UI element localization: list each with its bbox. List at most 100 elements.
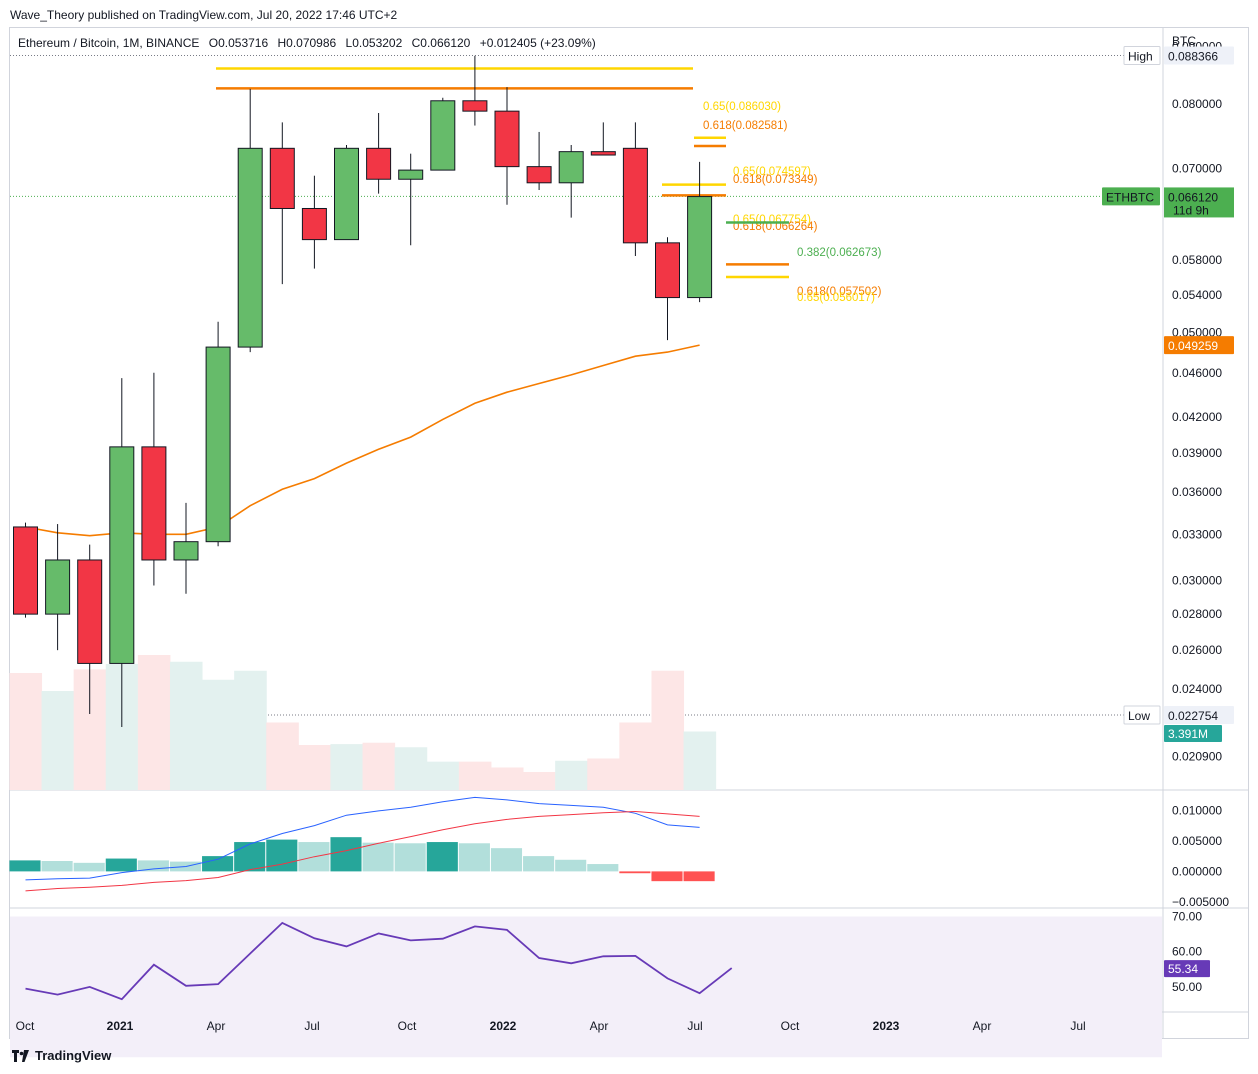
candle[interactable] bbox=[526, 131, 552, 191]
currency-label: BTC bbox=[1172, 34, 1196, 48]
time-tick-label: Jul bbox=[1070, 1019, 1085, 1033]
price-tick-label: 0.030000 bbox=[1172, 574, 1222, 588]
candle[interactable] bbox=[334, 144, 359, 241]
price-tick-label: 0.054000 bbox=[1172, 288, 1222, 302]
candle-body bbox=[13, 526, 38, 615]
volume-bar bbox=[523, 772, 556, 790]
publish-caption: Wave_Theory published on TradingView.com… bbox=[10, 8, 398, 22]
macd-histogram-bar bbox=[490, 848, 523, 872]
candle-body bbox=[655, 242, 680, 299]
macd-tick-label: 0.010000 bbox=[1172, 803, 1222, 817]
candle[interactable] bbox=[173, 502, 199, 594]
axis-badges: High 0.088366 Low 0.022754 ETHBTC 0.06612011d… bbox=[1102, 45, 1234, 978]
rsi-tick-label: 60.00 bbox=[1172, 945, 1202, 959]
candle[interactable] bbox=[237, 88, 263, 353]
price-tick-label: 0.042000 bbox=[1172, 410, 1222, 424]
candle[interactable] bbox=[301, 175, 327, 269]
candle-body bbox=[45, 559, 71, 615]
price-tick-label: 0.080000 bbox=[1172, 97, 1222, 111]
volume-bar bbox=[169, 661, 203, 790]
candle[interactable] bbox=[430, 97, 456, 171]
macd-tick-label: −0.005000 bbox=[1172, 895, 1229, 909]
candle-body bbox=[526, 166, 552, 184]
macd-histogram-bar bbox=[266, 839, 298, 872]
rsi-badge-text: 55.34 bbox=[1168, 962, 1198, 976]
volume-bar bbox=[490, 767, 524, 790]
macd-histogram-bar bbox=[523, 856, 555, 872]
candle-body bbox=[687, 196, 713, 299]
candle[interactable] bbox=[622, 122, 648, 256]
price-tick-label: 0.033000 bbox=[1172, 527, 1222, 541]
price-tick-label: 0.024000 bbox=[1172, 682, 1222, 696]
time-tick-label: Apr bbox=[590, 1019, 609, 1033]
candle[interactable] bbox=[141, 372, 167, 586]
candle[interactable] bbox=[462, 55, 488, 126]
rsi-tick-label: 50.00 bbox=[1172, 980, 1202, 994]
legend-close: C0.066120 bbox=[411, 36, 471, 50]
volume-bar bbox=[555, 760, 588, 790]
candle-body bbox=[269, 147, 295, 209]
ema-badge-bg bbox=[1164, 336, 1234, 355]
time-tick-label: 2021 bbox=[107, 1019, 134, 1033]
candle[interactable] bbox=[366, 113, 392, 194]
time-tick-label: Apr bbox=[973, 1019, 992, 1033]
volume-bar bbox=[683, 731, 717, 790]
candle[interactable] bbox=[13, 522, 38, 618]
macd-histogram-bar bbox=[137, 860, 169, 872]
volume-bar bbox=[362, 742, 396, 790]
candle[interactable] bbox=[687, 161, 713, 303]
candle[interactable] bbox=[269, 122, 295, 285]
legend-symbol: Ethereum / Bitcoin, 1M, BINANCE bbox=[18, 36, 200, 50]
symbol-badge-bg bbox=[1102, 187, 1160, 206]
fib-level-label: 0.65(0.086030) bbox=[703, 101, 781, 113]
candle-body bbox=[494, 110, 520, 168]
candle[interactable] bbox=[398, 153, 424, 246]
macd-histogram-bar bbox=[555, 859, 587, 872]
legend-high: H0.070986 bbox=[277, 36, 337, 50]
candle-body bbox=[77, 559, 103, 664]
fib-level-label: 0.65(0.074597) bbox=[733, 166, 811, 178]
candle-body bbox=[462, 100, 488, 112]
volume-badge: 3.391M bbox=[1164, 724, 1222, 742]
candle-body bbox=[590, 151, 616, 156]
rsi-pane bbox=[10, 916, 1162, 1058]
price-tick-label: 0.046000 bbox=[1172, 366, 1222, 380]
candle-body bbox=[366, 147, 392, 180]
candle-body bbox=[430, 100, 456, 171]
volume-badge-text: 3.391M bbox=[1168, 727, 1208, 741]
macd-histogram-bar bbox=[458, 843, 490, 872]
high-badge-value-text: 0.088366 bbox=[1168, 49, 1218, 63]
fib-level-label: 0.618(0.082581) bbox=[703, 120, 788, 132]
candle[interactable] bbox=[590, 122, 616, 156]
price-tick-label: 0.036000 bbox=[1172, 485, 1222, 499]
low-badge-label: Low bbox=[1123, 705, 1161, 725]
tradingview-footer[interactable]: TradingView bbox=[12, 1048, 111, 1063]
candle[interactable] bbox=[77, 544, 103, 714]
candle[interactable] bbox=[558, 144, 584, 218]
candle[interactable] bbox=[655, 237, 680, 341]
macd-tick-label: 0.005000 bbox=[1172, 834, 1222, 848]
candle[interactable] bbox=[109, 378, 135, 727]
candle-body bbox=[398, 169, 424, 180]
candle[interactable] bbox=[205, 321, 231, 547]
rsi-badge: 55.34 bbox=[1164, 960, 1210, 978]
macd-histogram-bar bbox=[683, 871, 715, 882]
candles bbox=[13, 55, 713, 727]
candle[interactable] bbox=[45, 524, 71, 651]
volume-bar bbox=[330, 744, 364, 790]
candle-body bbox=[558, 151, 584, 184]
macd-histogram-bar bbox=[426, 842, 458, 872]
high-badge-label: High bbox=[1123, 45, 1161, 65]
ema-line bbox=[25, 344, 700, 537]
volume-badge-bg bbox=[1164, 724, 1222, 742]
rsi-tick-label: 70.00 bbox=[1172, 910, 1202, 924]
fib-level-label: 0.618(0.057502) bbox=[797, 286, 882, 298]
candle[interactable] bbox=[494, 87, 520, 205]
time-tick-label: Oct bbox=[781, 1019, 800, 1033]
macd-histogram-bar bbox=[651, 871, 683, 882]
volume-bar bbox=[9, 673, 43, 790]
volume-bar bbox=[426, 761, 460, 790]
candle-body bbox=[205, 346, 231, 543]
ema-badge: 0.049259 bbox=[1164, 336, 1234, 355]
